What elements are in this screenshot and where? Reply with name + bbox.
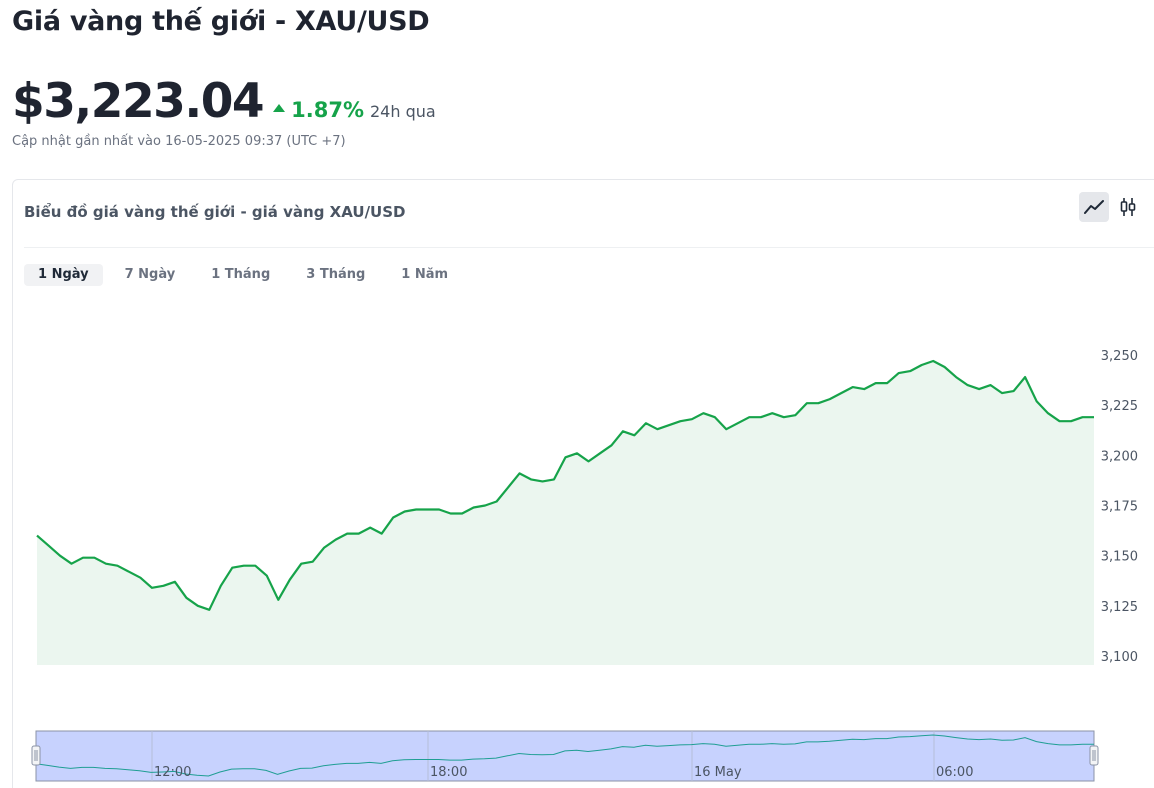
card-divider	[24, 247, 1154, 248]
navigator-handle-right[interactable]	[1089, 745, 1099, 766]
tab-7-days[interactable]: 7 Ngày	[124, 267, 176, 282]
navigator-line	[35, 734, 1094, 777]
navigator-handle-left[interactable]	[31, 745, 41, 766]
change-period: 24h qua	[370, 102, 436, 121]
price-change: 1.87% 24h qua	[273, 98, 436, 122]
y-tick-label: 3,200	[1101, 449, 1138, 464]
navigator-x-label: 18:00	[430, 765, 467, 780]
tab-3-months[interactable]: 3 Tháng	[306, 267, 366, 282]
price-summary: $3,223.04 1.87% 24h qua	[12, 74, 436, 129]
price-area	[37, 361, 1094, 665]
tab-1-month[interactable]: 1 Tháng	[211, 267, 271, 282]
candlestick-icon	[1120, 198, 1136, 216]
last-updated: Cập nhật gần nhất vào 16-05-2025 09:37 (…	[12, 134, 346, 149]
tab-1-day[interactable]: 1 Ngày	[24, 264, 103, 286]
y-tick-label: 3,100	[1101, 650, 1138, 665]
line-chart-icon	[1084, 200, 1104, 214]
y-tick-label: 3,125	[1101, 600, 1138, 615]
change-percent: 1.87%	[291, 98, 364, 122]
chart-title: Biểu đồ giá vàng thế giới - giá vàng XAU…	[24, 203, 406, 221]
page-title: Giá vàng thế giới - XAU/USD	[12, 6, 430, 37]
tab-1-year[interactable]: 1 Năm	[401, 267, 449, 282]
chart-type-toggle	[1079, 192, 1143, 222]
y-tick-label: 3,150	[1101, 550, 1138, 565]
current-price: $3,223.04	[12, 74, 265, 129]
y-tick-label: 3,250	[1101, 349, 1138, 364]
y-tick-label: 3,225	[1101, 399, 1138, 414]
y-tick-label: 3,175	[1101, 500, 1138, 515]
arrow-up-icon	[273, 104, 286, 112]
range-tabs: 1 Ngày 7 Ngày 1 Tháng 3 Tháng 1 Năm	[24, 264, 462, 286]
line-chart-button[interactable]	[1079, 192, 1109, 222]
navigator-x-label: 12:00	[154, 765, 191, 780]
navigator-x-label: 16 May	[694, 765, 742, 780]
candlestick-chart-button[interactable]	[1113, 192, 1143, 222]
price-line	[36, 359, 1094, 611]
navigator-x-label: 06:00	[936, 765, 973, 780]
